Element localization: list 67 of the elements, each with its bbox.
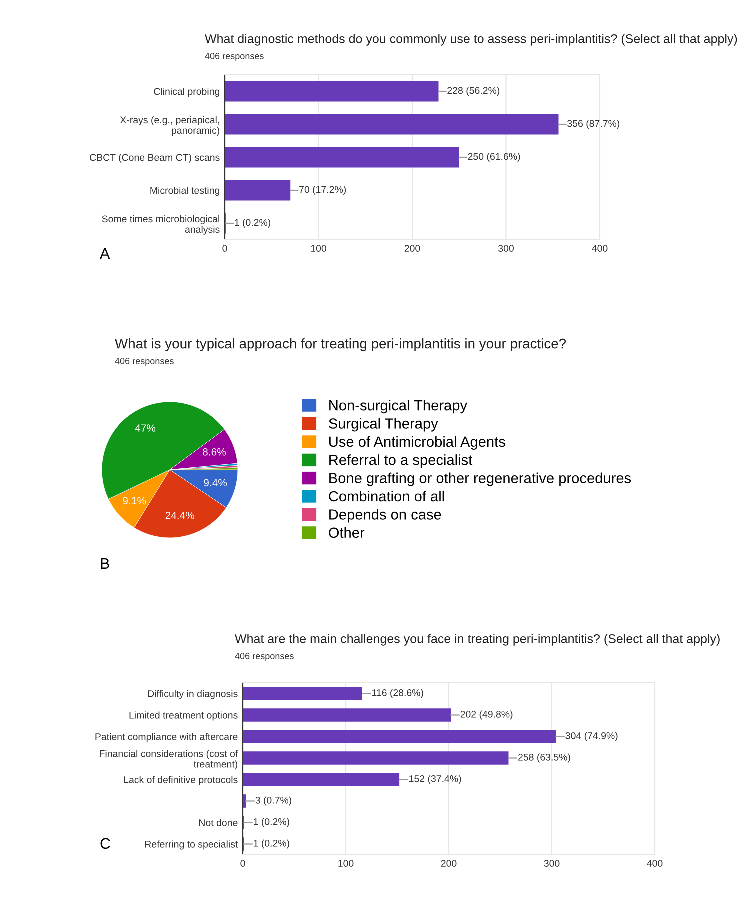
legend-label: Referral to a specialist xyxy=(330,454,473,468)
x-tick-label: 0 xyxy=(240,860,246,867)
chart-title: What is your typical approach for treating peri-implantitis in your practice? xyxy=(115,338,566,352)
legend-label: Use of Antimicrobial Agents xyxy=(330,436,506,450)
bar xyxy=(225,180,291,201)
chart-subtitle: 406 responses xyxy=(205,53,264,62)
data-label: 9.1% xyxy=(123,497,146,505)
bar xyxy=(243,752,509,765)
data-label: 47% xyxy=(135,424,156,432)
text: B xyxy=(101,558,110,569)
data-label: 70 (17.2%) xyxy=(300,186,346,196)
x-tick-label: 400 xyxy=(592,245,608,252)
bar xyxy=(243,773,400,786)
y-tick-label: Limited treatment options xyxy=(130,712,238,721)
x-tick-label: 200 xyxy=(404,245,420,252)
text: C xyxy=(100,838,110,850)
bar xyxy=(225,147,460,168)
chart-title: What are the main challenges you face in treating peri-implantitis? (Select all that apply) xyxy=(235,634,720,646)
x-tick-label: 400 xyxy=(647,860,663,867)
bar xyxy=(243,730,556,744)
y-tick-label: Some times microbiological analysis xyxy=(102,215,220,235)
data-label: 228 (56.2%) xyxy=(448,86,500,96)
y-tick-label: CBCT (Cone Beam CT) scans xyxy=(90,154,220,164)
data-label: 304 (74.9%) xyxy=(566,732,618,742)
legend-label: Non-surgical Therapy xyxy=(330,400,468,414)
x-tick-label: 300 xyxy=(544,860,560,867)
data-label: 152 (37.4%) xyxy=(410,775,462,784)
legend-label: Depends on case xyxy=(330,509,442,523)
bar xyxy=(225,81,439,102)
y-tick-label: Lack of definitive protocols xyxy=(124,776,238,786)
bar xyxy=(243,687,362,700)
bar xyxy=(243,794,246,808)
data-label: 202 (49.8%) xyxy=(460,710,513,720)
x-tick-label: 300 xyxy=(498,245,514,252)
y-tick-label: Clinical probing xyxy=(154,88,220,98)
legend-label: Surgical Therapy xyxy=(329,418,438,432)
x-tick-label: 200 xyxy=(441,860,457,867)
data-label: 356 (87.7%) xyxy=(568,120,620,130)
y-tick-label: X-rays (e.g., periapical, panoramic) xyxy=(120,116,220,136)
bar xyxy=(225,114,559,135)
bar xyxy=(243,708,452,722)
y-tick-label: Difficulty in diagnosis xyxy=(148,690,238,700)
y-tick-label: Not done xyxy=(199,819,238,826)
legend-label: Combination of all xyxy=(329,490,444,502)
data-label: 8.6% xyxy=(203,448,226,456)
data-label: 1 (0.2%) xyxy=(235,218,271,228)
data-label: 1 (0.2%) xyxy=(254,818,290,828)
chart-title: What diagnostic methods do you commonly use to assess peri-implantitis? (Select all that apply) xyxy=(205,34,738,46)
y-tick-label: Financial considerations (cost of treatment) xyxy=(100,750,238,770)
chart-subtitle: 406 responses xyxy=(115,358,174,366)
data-label: 1 (0.2%) xyxy=(254,840,290,849)
legend-label: Bone grafting or other regenerative procedures xyxy=(330,472,632,486)
chart-subtitle: 406 responses xyxy=(235,653,294,662)
x-tick-label: 100 xyxy=(311,245,326,252)
y-tick-label: Microbial testing xyxy=(150,186,220,196)
data-label: 116 (28.6%) xyxy=(372,689,424,698)
data-label: 258 (63.5%) xyxy=(518,754,570,763)
x-tick-label: 100 xyxy=(338,860,354,867)
y-tick-label: Referring to specialist xyxy=(145,840,238,850)
data-label: 9.4% xyxy=(204,479,228,487)
y-tick-label: Patient compliance with aftercare xyxy=(96,733,238,742)
data-label: 24.4% xyxy=(166,512,194,520)
x-tick-label: 0 xyxy=(222,245,228,252)
data-label: 3 (0.7%) xyxy=(256,796,292,806)
data-label: 250 (61.6%) xyxy=(468,152,520,162)
text: A xyxy=(100,248,110,259)
legend-label: Other xyxy=(329,527,365,538)
